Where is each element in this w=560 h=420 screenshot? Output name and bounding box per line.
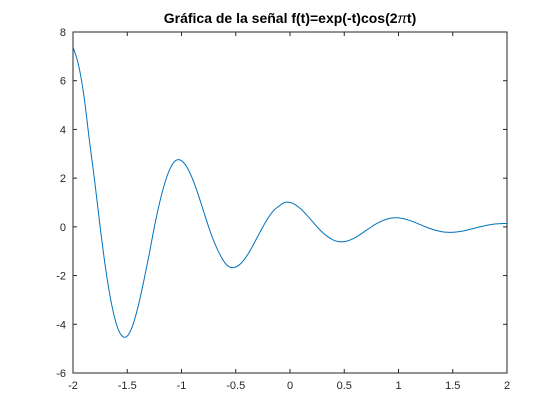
x-tick-label: -1.5	[118, 380, 137, 392]
y-tick-label: 8	[60, 27, 66, 39]
series-line	[72, 46, 508, 338]
y-tick-label: -6	[56, 368, 66, 380]
y-tick-label: -4	[56, 319, 66, 331]
x-tick-label: -1	[177, 380, 187, 392]
y-tick-label: 4	[60, 124, 66, 136]
chart-title-part-3: t)	[407, 10, 416, 26]
chart-title-part-pi: π	[398, 10, 408, 26]
x-tick-label: -0.5	[226, 380, 245, 392]
x-tick-label: -2	[68, 380, 78, 392]
x-tick-label: 1	[395, 380, 401, 392]
x-tick-label: 2	[504, 380, 510, 392]
chart-title-part-1: Gráfica de la señal f(t)=exp(-t)cos(2	[164, 10, 398, 26]
plot-area: -2 -1.5 -1 -0.5 0 0.5 1 1.5 2 -6 -4 -2 0 2 4 6 8	[56, 27, 510, 392]
y-tick-label: 2	[60, 173, 66, 185]
chart-title: Gráfica de la señal f(t)=exp(-t)cos(2πt)	[164, 10, 417, 26]
y-tick-label: 6	[60, 76, 66, 88]
x-tick-label: 0	[287, 380, 293, 392]
y-tick-label: 0	[60, 222, 66, 234]
x-tick-label: 0.5	[337, 380, 352, 392]
x-tick-label: 1.5	[445, 380, 460, 392]
y-tick-label: -2	[56, 271, 66, 283]
